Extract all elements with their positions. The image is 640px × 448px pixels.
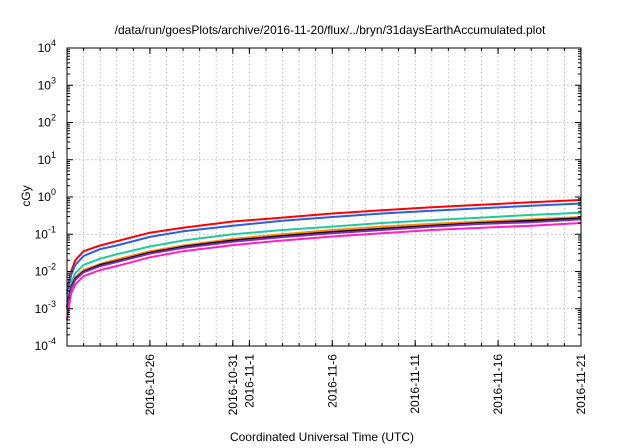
y-tick-label: 10-3: [35, 299, 56, 316]
y-tick-label: 103: [38, 75, 56, 92]
y-tick-label: 101: [38, 150, 56, 167]
series-line-3: [66, 211, 582, 303]
y-tick-label: 10-1: [35, 224, 56, 241]
y-tick-label: 104: [38, 38, 56, 55]
x-tick-label: 2016-11-6: [325, 354, 339, 408]
y-axis-ticks: 10-4 10-3 10-2 10-1 100 101 102 103 104: [35, 38, 581, 353]
series-line-7: [66, 222, 582, 321]
y-tick-label: 100: [38, 187, 56, 204]
series-line-4: [66, 216, 582, 307]
x-tick-label: 2016-10-31: [226, 354, 240, 416]
x-tick-label: 2016-11-21: [574, 354, 588, 415]
y-tick-label: 10-2: [35, 262, 56, 279]
chart-title: /data/run/goesPlots/archive/2016-11-20/f…: [115, 23, 546, 37]
x-tick-label: 2016-11-16: [491, 354, 505, 415]
x-axis-ticks: 2016-10-26 2016-10-31 2016-11-1 2016-11-6 20…: [66, 48, 588, 416]
gridlines: [67, 48, 581, 346]
x-axis-label: Coordinated Universal Time (UTC): [230, 430, 414, 444]
y-tick-label: 10-4: [35, 336, 56, 353]
y-axis-label: cGy: [19, 185, 33, 206]
series-line-1: [66, 199, 582, 292]
x-tick-label: 2016-10-26: [143, 354, 157, 416]
series-line-6: [66, 218, 582, 309]
series-lines: [66, 199, 582, 321]
y-tick-label: 102: [38, 113, 56, 130]
series-line-2: [66, 202, 582, 295]
x-tick-label: 2016-11-11: [408, 354, 422, 414]
x-tick-label: 2016-11-1: [242, 354, 256, 408]
